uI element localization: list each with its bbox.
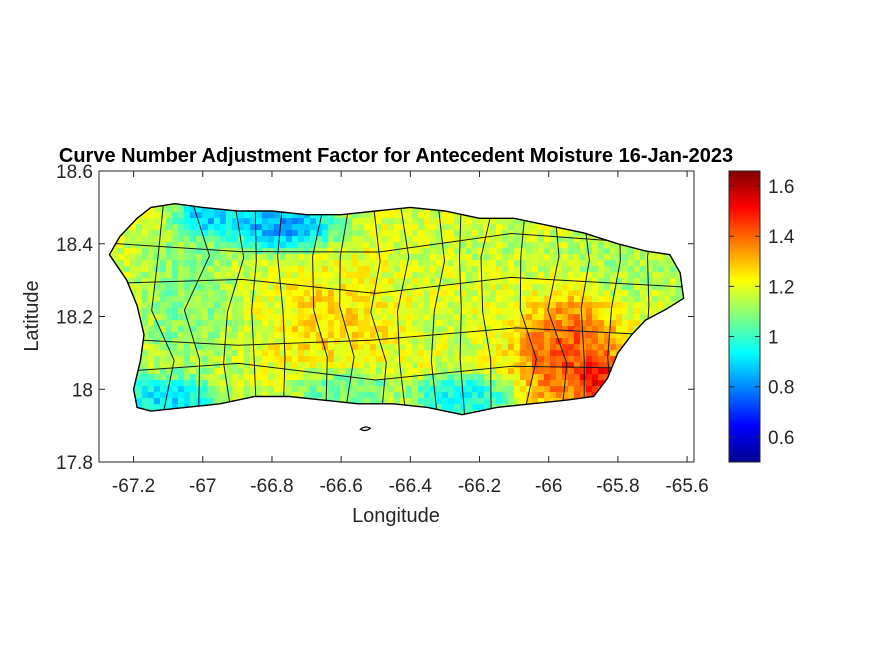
colorbar-tick-label: 1.2 [768,277,794,298]
island-outline [108,202,685,416]
municipality-boundary [396,203,410,415]
colorbar [728,170,761,463]
municipality-boundary [312,203,328,415]
municipality-boundary [151,203,175,415]
y-axis: 17.8 18 18.2 18.4 18.6 [56,162,694,474]
y-axis-label: Latitude [21,280,43,351]
x-axis-label: Longitude [352,505,440,527]
chart-title: Curve Number Adjustment Factor for Antec… [59,145,733,167]
colorbar-tick-label: 1.4 [768,227,795,248]
x-tick-label: -66.6 [319,476,362,497]
municipality-boundary [458,203,466,415]
municipality-boundary [109,327,684,346]
municipality-boundary [547,203,568,415]
caja-de-muerto-outline [359,426,372,432]
municipality-boundary [370,203,387,415]
y-tick-label: 18.2 [56,308,93,329]
municipality-boundary [183,203,211,415]
x-tick-label: -66.4 [389,476,433,497]
y-tick-label: 18 [72,380,93,401]
y-tick-label: 17.8 [56,453,93,474]
municipality-boundary [277,203,286,415]
x-axis: -67.2 -67 -66.8 -66.6 -66.4 -66.2 -66 -65.8 -65.… [112,171,709,497]
colorbar-axis: 0.6 0.8 1 1.2 1.4 1.6 [729,177,795,449]
y-tick-label: 18.4 [56,235,93,256]
x-tick-label: -67 [189,476,216,497]
x-tick-label: -66.8 [250,476,293,497]
y-tick-label: 18.6 [56,162,93,183]
municipality-boundary [480,203,494,415]
x-tick-label: -65.8 [596,476,639,497]
x-tick-label: -67.2 [112,476,155,497]
municipality-boundary [251,203,258,415]
x-tick-label: -65.6 [665,476,708,497]
x-tick-label: -66 [535,476,562,497]
municipality-boundary [109,232,683,253]
municipality-boundary [109,362,684,381]
municipality-boundary [223,203,245,415]
municipality-boundary [339,203,355,415]
municipality-boundary [519,203,537,415]
x-tick-label: -66.2 [458,476,501,497]
municipality-boundary [430,203,446,415]
colorbar-tick-label: 1 [768,328,779,349]
colorbar-tick-label: 0.8 [768,378,794,399]
colorbar-tick-label: 0.6 [768,428,794,449]
colorbar-tick-label: 1.6 [768,177,794,198]
municipality-boundary [109,276,684,294]
